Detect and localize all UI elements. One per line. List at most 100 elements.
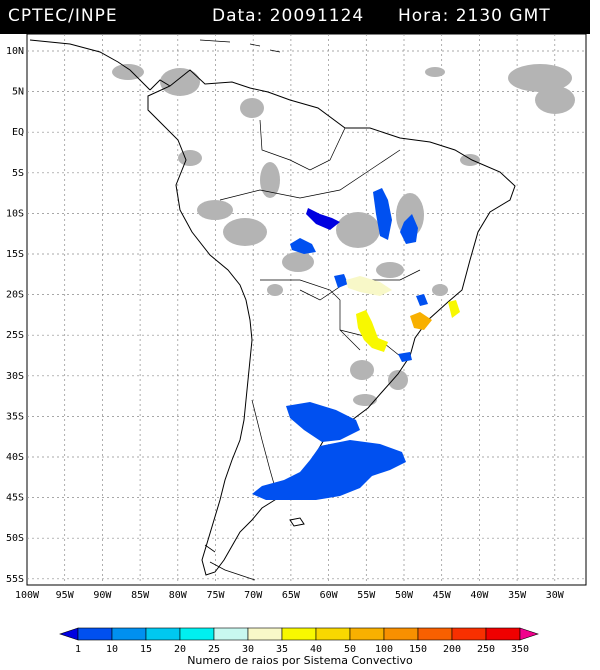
cloud-cover [112,64,575,406]
lat-label: EQ [12,127,24,138]
colorbar-segment [485,627,521,641]
colorbar-segment [77,627,113,641]
cloud-patch [388,370,408,390]
colorbar-tick-label: 35 [276,644,288,655]
lon-label: 40W [470,590,489,601]
storm-blue [286,402,360,442]
storm-blue [400,214,418,244]
cloud-patch [112,64,144,80]
colorbar-arrow-right [519,627,539,641]
colorbar-segment [179,627,215,641]
colorbar-tick-label: 20 [174,644,186,655]
convective-systems [252,188,460,500]
border-line [259,119,346,171]
lat-label: 25S [6,330,24,341]
colorbar [59,627,539,641]
lon-label: 50W [395,590,414,601]
colorbar-tick-label: 15 [140,644,152,655]
lon-label: 80W [169,590,188,601]
longitude-labels: 100W 95W 90W 85W 80W 75W 70W 65W 60W 55W 50W 45W 40W… [15,590,565,601]
border-line [260,279,361,351]
cloud-patch [350,360,374,380]
lat-label: 15S [6,249,24,260]
storm-blue [398,352,412,362]
colorbar-segment [111,627,147,641]
colorbar-ticks: 1 10 15 20 25 30 35 40 50 100 150 200 250 350 [75,644,529,655]
lat-label: 30S [6,371,24,382]
lat-label: 35S [6,411,24,422]
storm-yellow [356,310,388,352]
lat-label: 5S [12,168,24,179]
cloud-patch [353,394,377,406]
storm-blue [416,294,428,306]
colorbar-segment [417,627,453,641]
lat-label: 55S [6,574,24,585]
border-line [219,149,401,201]
colorbar-tick-label: 10 [106,644,118,655]
cloud-patch [460,154,480,166]
lon-label: 35W [508,590,527,601]
lon-label: 100W [15,590,40,601]
storm-yellow [448,300,460,318]
cloud-patch [160,68,200,96]
colorbar-segment [247,627,283,641]
lat-label: 40S [6,452,24,463]
colorbar-segment [349,627,385,641]
storm-dark-blue [306,208,340,230]
colorbar-arrow-left [59,627,79,641]
colorbar-segment [213,627,249,641]
colorbar-segment [451,627,487,641]
colorbar-segment [145,627,181,641]
cloud-patch [535,86,575,114]
continent-outline [29,39,516,581]
cloud-patch [425,67,445,77]
colorbar-tick-label: 200 [443,644,461,655]
colorbar-tick-label: 1 [75,644,81,655]
colorbar-segment [281,627,317,641]
storm-blue [334,274,348,288]
map-header: CPTEC/INPE Data: 20091124 Hora: 2130 GMT [0,0,590,34]
colorbar-tick-label: 100 [375,644,393,655]
colorbar-tick-label: 250 [477,644,495,655]
colorbar-tick-label: 50 [344,644,356,655]
lat-label: 10S [6,208,24,219]
cloud-patch [508,64,572,92]
storm-blue [373,188,392,240]
lat-label: 50S [6,533,24,544]
header-time: Hora: 2130 GMT [398,6,551,26]
caribbean-islands [199,39,281,53]
colorbar-segment [315,627,351,641]
header-date: Data: 20091124 [212,6,365,26]
storm-blue [252,440,406,500]
lon-label: 30W [546,590,565,601]
colorbar-tick-label: 30 [242,644,254,655]
lon-label: 85W [131,590,150,601]
graticule [27,34,586,585]
cloud-patch [376,262,404,278]
colorbar-segment [383,627,419,641]
map-frame [26,33,587,586]
cloud-patch [336,212,380,248]
cloud-patch [432,284,448,296]
lon-label: 75W [206,590,225,601]
lon-label: 45W [433,590,452,601]
lat-label: 45S [6,493,24,504]
cloud-patch [267,284,283,296]
falkland-islands [289,517,305,527]
storm-blue [290,238,316,254]
isthmus-coast [149,79,171,91]
cloud-patch [223,218,267,246]
lon-label: 70W [244,590,263,601]
header-source: CPTEC/INPE [8,6,118,26]
storm-orange [410,312,432,330]
lon-label: 55W [357,590,376,601]
lon-label: 95W [56,590,75,601]
colorbar-tick-label: 150 [409,644,427,655]
storm-light-yellow [346,276,392,296]
cloud-patch [178,150,202,166]
lat-label: 5N [12,87,24,98]
cloud-patch [197,200,233,220]
cloud-patch [240,98,264,118]
tierra-del-fuego [204,544,256,581]
